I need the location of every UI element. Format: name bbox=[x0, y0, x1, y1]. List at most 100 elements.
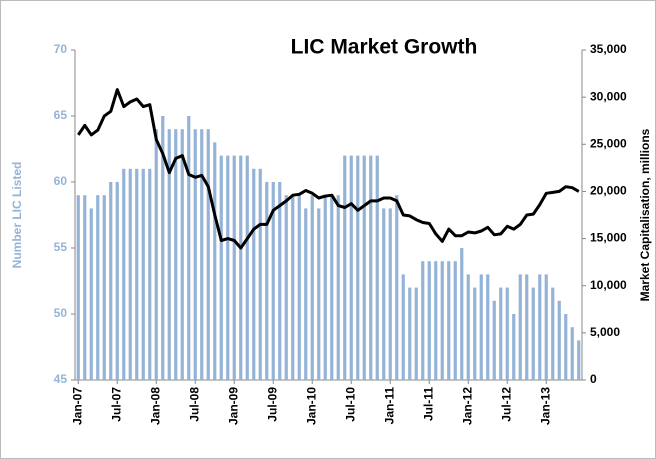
bar bbox=[180, 129, 184, 380]
bar bbox=[76, 195, 80, 380]
bar bbox=[167, 129, 171, 380]
bar bbox=[557, 300, 561, 380]
y-tick-label: 50 bbox=[54, 306, 68, 320]
bar bbox=[544, 274, 548, 380]
bar bbox=[564, 314, 568, 380]
x-tick-label: Jan-08 bbox=[148, 387, 162, 425]
bar bbox=[141, 168, 145, 380]
y2-tick-label: 10,000 bbox=[590, 278, 627, 292]
y-tick-label: 70 bbox=[54, 42, 68, 56]
bar bbox=[479, 274, 483, 380]
bar bbox=[161, 116, 165, 380]
bar bbox=[453, 261, 457, 380]
x-tick-label: Jul-09 bbox=[265, 387, 279, 422]
bar bbox=[258, 168, 262, 380]
bar bbox=[447, 261, 451, 380]
x-tick-label: Jan-11 bbox=[382, 387, 396, 425]
bar bbox=[122, 168, 126, 380]
bar bbox=[148, 168, 152, 380]
y2-axis-title: Market Capitalisation, millions bbox=[638, 128, 652, 301]
bar bbox=[570, 327, 574, 380]
bar bbox=[213, 142, 217, 380]
bar bbox=[89, 208, 93, 380]
bar bbox=[512, 314, 516, 380]
bar bbox=[102, 195, 106, 380]
bar bbox=[486, 274, 490, 380]
x-tick-label: Jan-13 bbox=[538, 387, 552, 425]
bar bbox=[356, 155, 360, 380]
bar bbox=[115, 182, 119, 380]
bar bbox=[174, 129, 178, 380]
y-tick-label: 60 bbox=[54, 174, 68, 188]
bar bbox=[135, 168, 139, 380]
bar bbox=[427, 261, 431, 380]
x-tick-label: Jan-10 bbox=[304, 387, 318, 425]
bar bbox=[187, 116, 191, 380]
bar bbox=[232, 155, 236, 380]
bar bbox=[109, 182, 113, 380]
bar bbox=[265, 182, 269, 380]
bar bbox=[388, 208, 392, 380]
x-tick-label: Jan-07 bbox=[70, 387, 84, 425]
line bbox=[77, 88, 580, 250]
bar bbox=[551, 287, 555, 380]
bar bbox=[401, 274, 405, 380]
x-tick-label: Jul-12 bbox=[499, 387, 513, 422]
bar bbox=[271, 182, 275, 380]
bar bbox=[219, 155, 223, 380]
bar bbox=[336, 195, 340, 380]
bar bbox=[330, 195, 334, 380]
y-axis-title: Number LIC Listed bbox=[10, 162, 24, 269]
bar bbox=[440, 261, 444, 380]
y2-tick-label: 20,000 bbox=[590, 184, 627, 198]
y2-tick-label: 30,000 bbox=[590, 89, 627, 103]
bar bbox=[278, 182, 282, 380]
bar bbox=[343, 155, 347, 380]
bar bbox=[291, 195, 295, 380]
chart-title: LIC Market Growth bbox=[291, 36, 478, 59]
bar bbox=[499, 287, 503, 380]
bar bbox=[395, 195, 399, 380]
bar bbox=[538, 274, 542, 380]
x-tick-label: Jul-08 bbox=[187, 387, 201, 422]
bar bbox=[518, 274, 522, 380]
bar bbox=[473, 287, 477, 380]
bar bbox=[96, 195, 100, 380]
bar bbox=[531, 287, 535, 380]
bar bbox=[525, 274, 529, 380]
bar bbox=[128, 168, 132, 380]
y2-tick-label: 35,000 bbox=[590, 42, 627, 56]
bar bbox=[369, 155, 373, 380]
y2-tick-label: 25,000 bbox=[590, 136, 627, 150]
bar bbox=[421, 261, 425, 380]
bar bbox=[460, 248, 464, 380]
y2-tick-label: 15,000 bbox=[590, 231, 627, 245]
bar bbox=[434, 261, 438, 380]
bar bbox=[349, 155, 353, 380]
x-tick-label: Jul-11 bbox=[421, 387, 435, 421]
y-tick-label: 45 bbox=[54, 372, 68, 386]
bar bbox=[323, 195, 327, 380]
x-tick-label: Jul-10 bbox=[343, 387, 357, 422]
bar bbox=[206, 129, 210, 380]
bar bbox=[245, 155, 249, 380]
y-tick-label: 55 bbox=[54, 240, 68, 254]
bar bbox=[382, 208, 386, 380]
bar bbox=[317, 208, 321, 380]
bar bbox=[226, 155, 230, 380]
bar bbox=[492, 300, 496, 380]
bar bbox=[505, 287, 509, 380]
bar bbox=[239, 155, 243, 380]
bar bbox=[408, 287, 412, 380]
bar bbox=[200, 129, 204, 380]
x-tick-label: Jan-12 bbox=[460, 387, 474, 425]
x-tick-label: Jan-09 bbox=[226, 387, 240, 425]
bar bbox=[83, 195, 87, 380]
bar bbox=[154, 129, 158, 380]
bar bbox=[297, 195, 301, 380]
bar bbox=[284, 195, 288, 380]
bar bbox=[414, 287, 418, 380]
bar bbox=[304, 208, 308, 380]
bar bbox=[577, 340, 581, 380]
